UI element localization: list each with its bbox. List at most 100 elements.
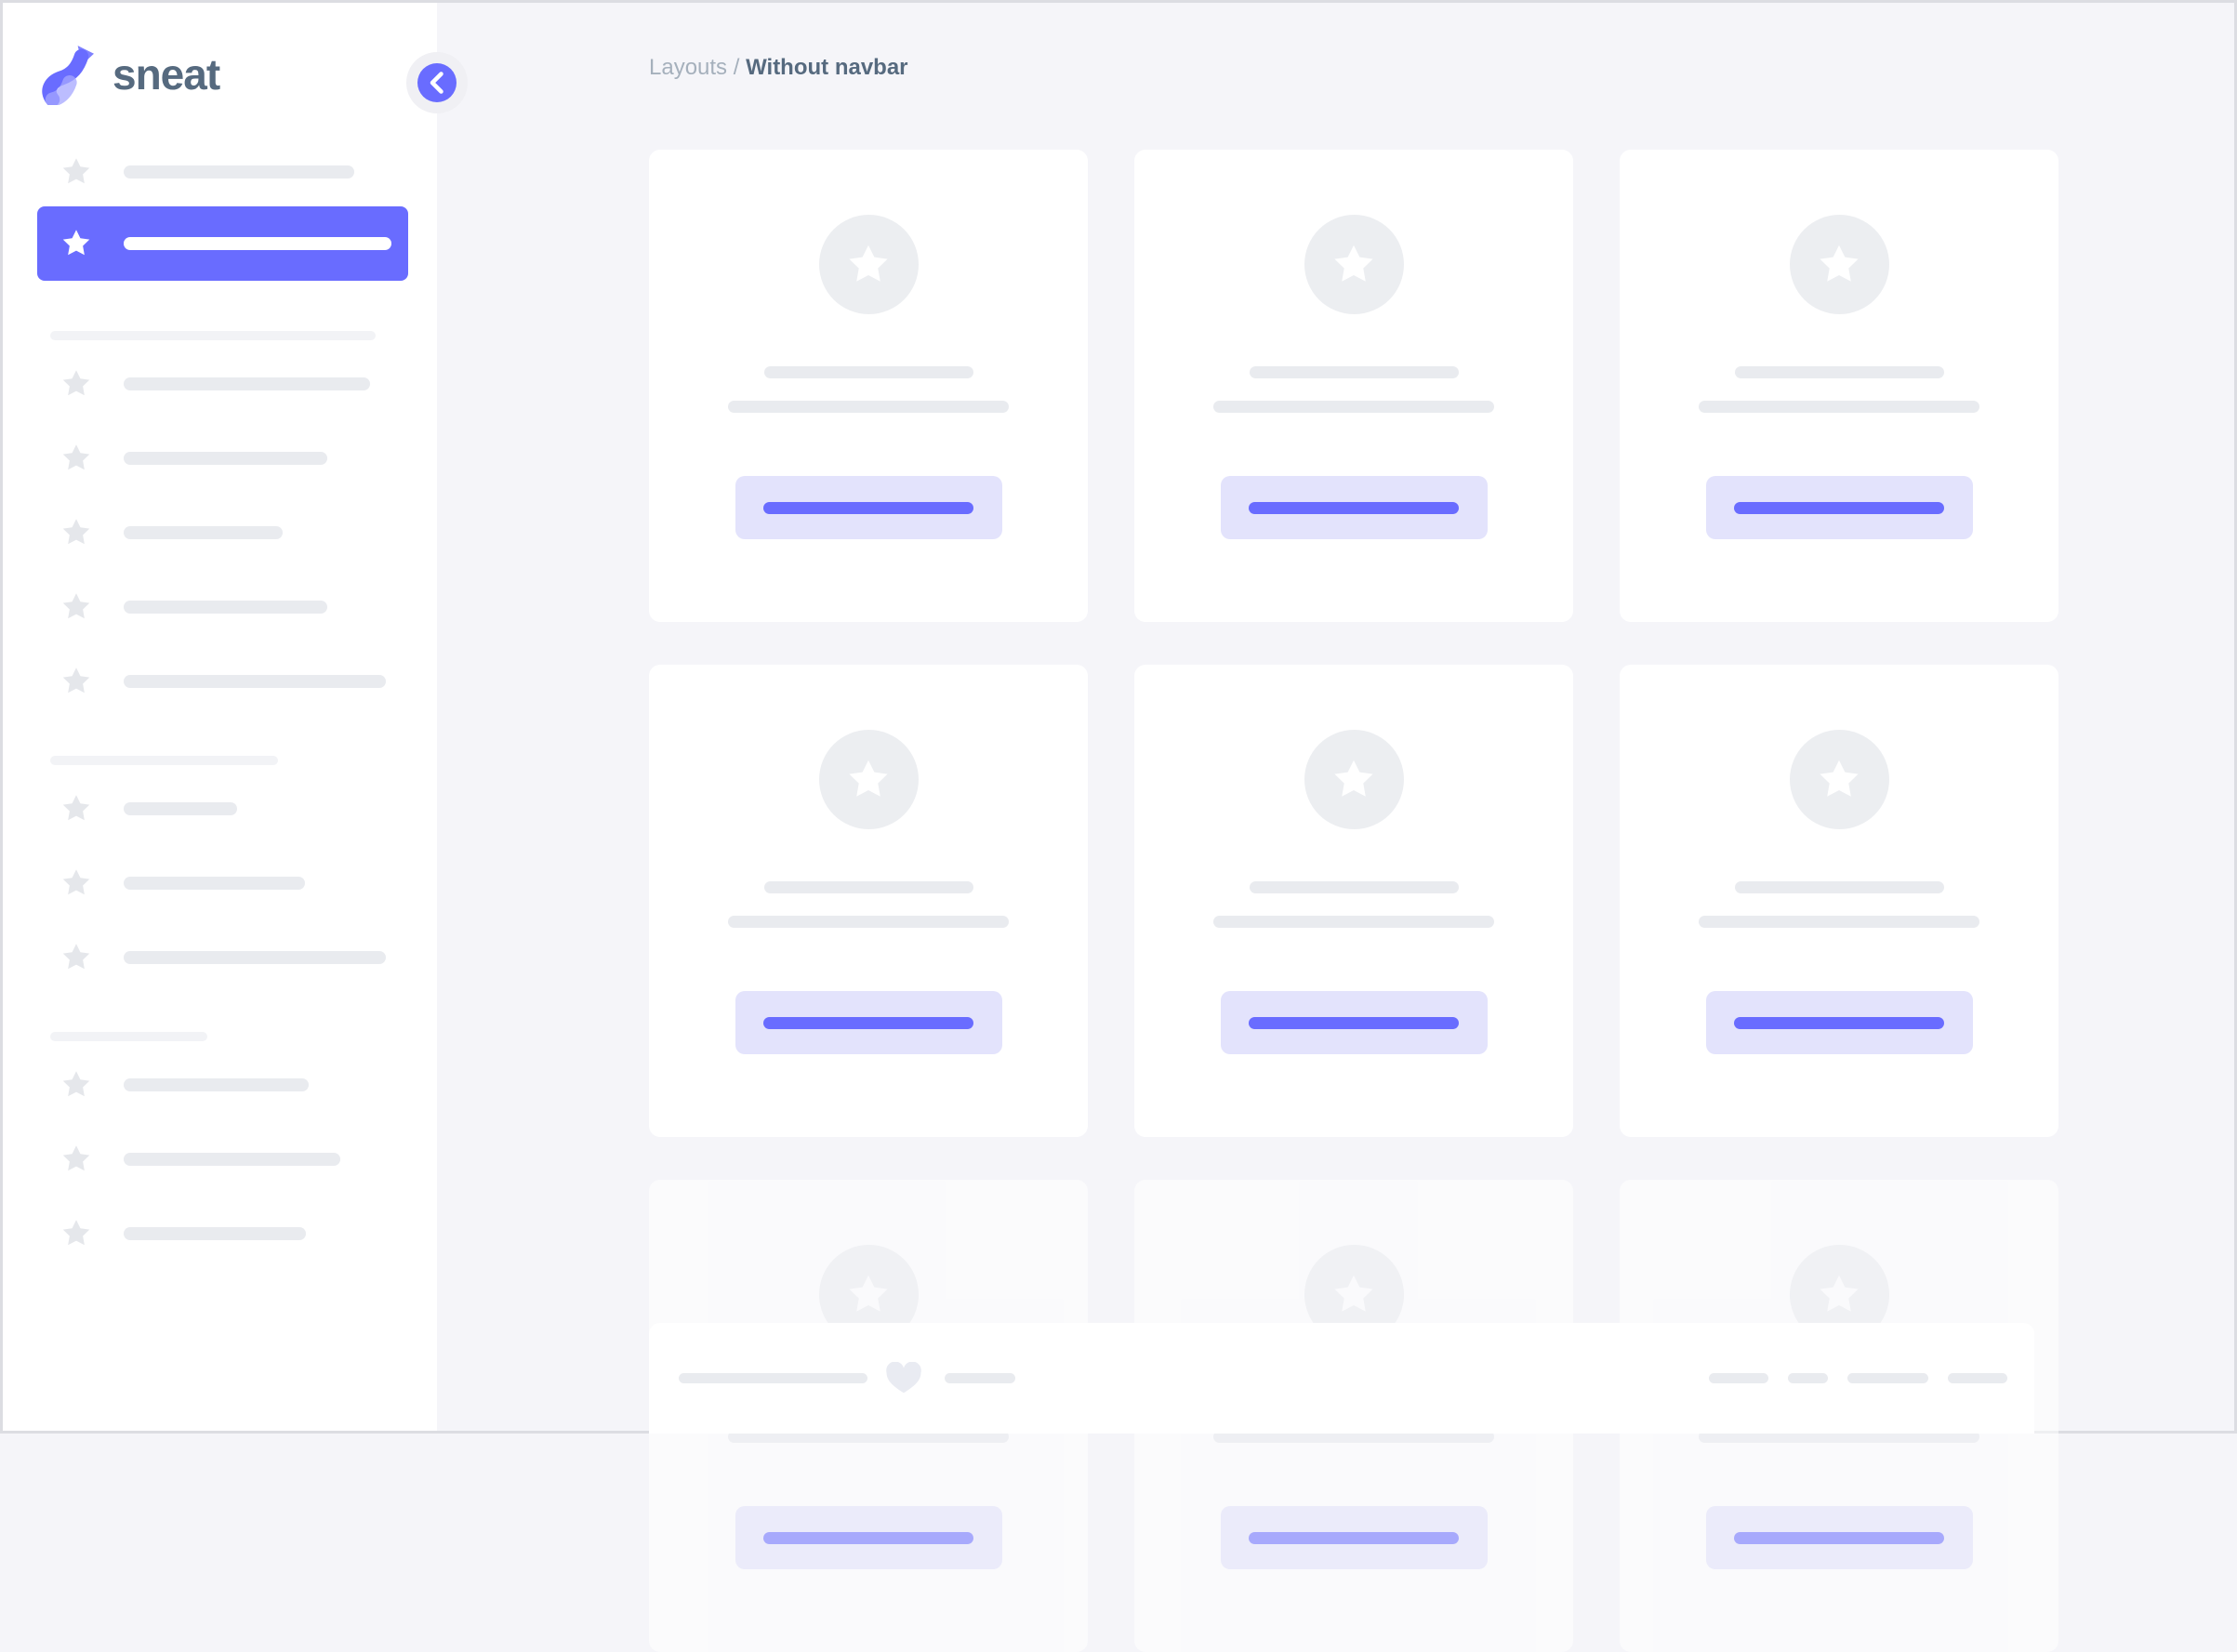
sneat-logo-icon [42,46,94,105]
sidebar-item[interactable] [37,360,408,408]
card-text-placeholder [728,401,1009,413]
button-label-placeholder [763,1531,973,1544]
card-text-placeholder [1213,916,1494,928]
sidebar-item-label-placeholder [124,877,305,890]
card-action-button[interactable] [735,1506,1002,1569]
button-label-placeholder [763,501,973,514]
star-icon [1334,760,1373,797]
card-avatar [1789,215,1889,314]
sidebar-item-label-placeholder [124,1227,306,1240]
card-text-placeholder [1699,401,1979,413]
star-icon [62,519,90,545]
menu-toggle-halo [406,52,468,113]
sidebar-item[interactable] [37,148,408,196]
star-icon [1820,244,1859,282]
star-icon [1334,1275,1373,1312]
nav-section-divider [50,1032,207,1041]
card-text-placeholder [728,916,1009,928]
footer-link-placeholder[interactable] [1948,1373,2007,1383]
star-icon [62,158,90,184]
sidebar-item[interactable] [37,1209,408,1258]
heart-icon [886,1362,921,1394]
star-icon [62,593,90,619]
sidebar-item-active[interactable] [37,206,408,281]
star-icon [1820,1275,1859,1312]
card-title-placeholder [1249,881,1459,893]
card-action-button[interactable] [1705,1506,1973,1569]
sidebar: sneat [3,3,437,1431]
footer-link-placeholder[interactable] [1847,1373,1928,1383]
card-action-button[interactable] [1220,991,1488,1054]
sidebar-item[interactable] [37,434,408,482]
footer-text-placeholder [945,1373,1015,1383]
footer-text-placeholder [679,1373,867,1383]
sidebar-item-label-placeholder [124,802,237,815]
star-icon [1334,244,1373,282]
sidebar-item[interactable] [37,657,408,706]
sidebar-item-label-placeholder [124,601,327,614]
card-avatar [1304,730,1404,829]
star-icon [62,1145,90,1171]
chevron-left-icon [430,72,443,94]
sidebar-nav [3,148,437,1284]
footer-link-placeholder[interactable] [1788,1373,1828,1383]
sidebar-item[interactable] [37,509,408,557]
card-action-button[interactable] [735,991,1002,1054]
star-icon [62,230,90,256]
button-label-placeholder [1734,1531,1944,1544]
card-title-placeholder [763,881,973,893]
app-logo[interactable]: sneat [40,44,220,105]
placeholder-card [1620,665,2058,1137]
card-text-placeholder [1213,401,1494,413]
button-label-placeholder [1249,1016,1459,1029]
card-action-button[interactable] [1220,1506,1488,1569]
placeholder-card [1620,150,2058,622]
sidebar-collapse-button[interactable] [417,63,457,102]
sidebar-item-label-placeholder [124,526,283,539]
card-action-button[interactable] [1220,476,1488,539]
sidebar-item[interactable] [37,785,408,833]
button-label-placeholder [1249,501,1459,514]
page: { "app": { "name": "sneat" }, "colors": … [0,0,2237,1544]
footer-left-group [679,1362,1015,1394]
star-icon [849,760,888,797]
star-icon [62,1220,90,1246]
sidebar-item[interactable] [37,933,408,982]
card-avatar [1789,730,1889,829]
sidebar-item-label-placeholder [124,1153,340,1166]
sidebar-item-label-placeholder [124,165,354,178]
sidebar-item-label-placeholder [124,377,370,390]
app-title: sneat [113,50,220,99]
card-text-placeholder [1699,916,1979,928]
card-action-button[interactable] [735,476,1002,539]
placeholder-card [649,150,1088,622]
breadcrumb-current: Without navbar [746,55,908,80]
button-label-placeholder [763,1016,973,1029]
star-icon [62,944,90,970]
sidebar-item[interactable] [37,583,408,631]
sidebar-item-label-placeholder [124,675,386,688]
footer-link-placeholder[interactable] [1709,1373,1768,1383]
star-icon [849,244,888,282]
star-icon [62,444,90,470]
card-title-placeholder [1249,366,1459,378]
card-avatar [1304,215,1404,314]
sidebar-item[interactable] [37,1135,408,1183]
placeholder-card [1134,150,1573,622]
sidebar-item[interactable] [37,859,408,907]
nav-section-divider [50,756,278,765]
sidebar-item[interactable] [37,1061,408,1109]
card-title-placeholder [1734,366,1944,378]
placeholder-card [1134,665,1573,1137]
star-icon [62,667,90,694]
breadcrumb-section[interactable]: Layouts [649,55,728,80]
card-action-button[interactable] [1705,476,1973,539]
nav-section-divider [50,331,376,340]
card-action-button[interactable] [1705,991,1973,1054]
button-label-placeholder [1734,501,1944,514]
star-icon [1820,760,1859,797]
footer-bar [649,1323,2034,1434]
card-avatar [818,215,919,314]
footer-links-group [1709,1373,2007,1383]
star-icon [62,795,90,821]
